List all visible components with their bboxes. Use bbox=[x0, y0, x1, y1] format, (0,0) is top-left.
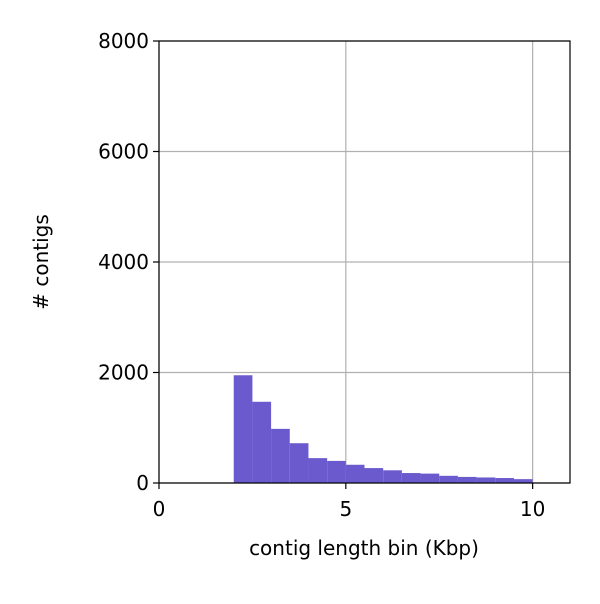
bar bbox=[476, 477, 496, 483]
x-axis-label: contig length bin (Kbp) bbox=[249, 536, 479, 560]
bar bbox=[401, 473, 421, 483]
y-tick-label: 2000 bbox=[98, 361, 149, 385]
bar bbox=[289, 443, 309, 483]
y-tick-label: 0 bbox=[136, 471, 149, 495]
bar bbox=[383, 470, 402, 483]
bar bbox=[327, 460, 346, 483]
bar bbox=[439, 475, 458, 483]
bar bbox=[308, 458, 328, 483]
bar bbox=[252, 401, 272, 483]
bar bbox=[345, 464, 365, 483]
bar bbox=[457, 476, 477, 483]
x-tick-label: 10 bbox=[520, 497, 545, 521]
bar bbox=[495, 478, 514, 483]
bar bbox=[233, 375, 253, 483]
bar bbox=[420, 473, 440, 483]
y-tick-label: 4000 bbox=[98, 250, 149, 274]
y-tick-label: 8000 bbox=[98, 29, 149, 53]
y-axis-label: # contigs bbox=[29, 214, 53, 310]
y-tick-label: 6000 bbox=[98, 140, 149, 164]
bar bbox=[271, 428, 290, 483]
bar bbox=[513, 479, 533, 483]
x-tick-label: 5 bbox=[339, 497, 352, 521]
bar bbox=[364, 468, 384, 483]
x-tick-label: 0 bbox=[153, 497, 166, 521]
